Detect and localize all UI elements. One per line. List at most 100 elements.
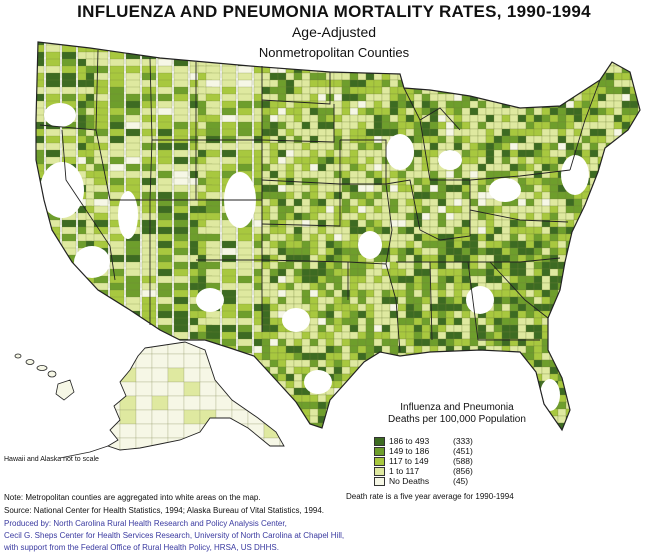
county-cell	[613, 198, 623, 207]
county-cell	[581, 212, 591, 221]
county-cell	[493, 121, 503, 130]
county-cell	[637, 422, 640, 430]
county-cell	[589, 205, 599, 214]
county-cell	[477, 163, 487, 172]
county-cell	[637, 205, 640, 214]
county-cell	[549, 422, 559, 430]
county-cell	[125, 310, 141, 324]
county-cell	[317, 345, 327, 354]
county-cell	[397, 254, 407, 263]
county-cell	[269, 366, 279, 375]
county-cell	[309, 233, 319, 242]
county-cell	[469, 121, 479, 130]
county-cell	[557, 282, 567, 291]
county-cell	[573, 58, 583, 67]
county-cell	[301, 366, 311, 375]
county-cell	[261, 261, 271, 270]
county-cell	[637, 401, 640, 410]
county-cell	[517, 373, 527, 382]
county-cell	[597, 429, 607, 430]
county-cell	[293, 114, 303, 123]
county-cell	[629, 317, 639, 326]
county-cell	[309, 219, 319, 228]
county-cell	[309, 317, 319, 326]
county-cell	[565, 86, 575, 95]
county-cell	[445, 42, 455, 46]
county-cell	[421, 184, 431, 193]
county-cell	[637, 247, 640, 256]
county-cell	[365, 282, 375, 291]
county-cell	[36, 338, 45, 352]
county-cell	[469, 219, 479, 228]
county-cell	[493, 380, 503, 389]
alaska-county-cell	[167, 367, 185, 383]
county-cell	[293, 107, 303, 116]
county-cell	[493, 135, 503, 144]
county-cell	[557, 352, 567, 361]
legend-title-line1: Influenza and Pneumonia	[400, 402, 514, 413]
county-cell	[261, 254, 271, 263]
county-cell	[461, 170, 471, 179]
county-cell	[565, 387, 575, 396]
county-cell	[581, 135, 591, 144]
county-cell	[517, 42, 527, 46]
county-cell	[581, 324, 591, 333]
county-cell	[605, 338, 615, 347]
county-cell	[589, 72, 599, 81]
county-cell	[541, 79, 551, 88]
county-cell	[373, 212, 383, 221]
county-cell	[629, 156, 639, 165]
county-cell	[525, 191, 535, 200]
county-cell	[589, 128, 599, 137]
county-cell	[269, 415, 279, 424]
county-cell	[317, 128, 327, 137]
county-cell	[277, 303, 287, 312]
county-cell	[325, 114, 335, 123]
county-cell	[517, 163, 527, 172]
county-cell	[485, 198, 495, 207]
county-cell	[413, 177, 423, 186]
county-cell	[269, 107, 279, 116]
alaska-county-cell	[199, 395, 217, 411]
county-cell	[421, 51, 431, 60]
county-cell	[381, 93, 391, 102]
county-cell	[469, 163, 479, 172]
county-cell	[621, 42, 631, 46]
county-cell	[421, 198, 431, 207]
county-cell	[381, 233, 391, 242]
county-cell	[413, 296, 423, 305]
county-cell	[349, 331, 359, 340]
county-cell	[325, 198, 335, 207]
county-cell	[429, 212, 439, 221]
county-cell	[205, 42, 221, 51]
county-cell	[581, 352, 591, 361]
county-cell	[317, 296, 327, 305]
state-line-ut-az	[149, 140, 197, 325]
county-cell	[509, 51, 519, 60]
county-cell	[573, 359, 583, 368]
county-cell	[541, 42, 551, 46]
county-cell	[509, 373, 519, 382]
county-cell	[269, 394, 279, 403]
county-cell	[397, 233, 407, 242]
county-cell	[325, 254, 335, 263]
county-cell	[597, 42, 607, 46]
county-cell	[581, 226, 591, 235]
county-cell	[261, 226, 271, 235]
county-cell	[509, 240, 519, 249]
alaska-county-cell	[135, 409, 153, 425]
county-cell	[309, 107, 319, 116]
county-cell	[269, 58, 279, 67]
county-cell	[405, 282, 415, 291]
legend-count: (333)	[453, 436, 473, 446]
county-cell	[429, 184, 439, 193]
county-cell	[637, 366, 640, 375]
county-cell	[605, 233, 615, 242]
county-cell	[525, 142, 535, 151]
county-cell	[557, 331, 567, 340]
county-cell	[357, 401, 367, 410]
county-cell	[325, 310, 335, 319]
county-cell	[405, 324, 415, 333]
county-cell	[541, 261, 551, 270]
county-cell	[541, 359, 551, 368]
